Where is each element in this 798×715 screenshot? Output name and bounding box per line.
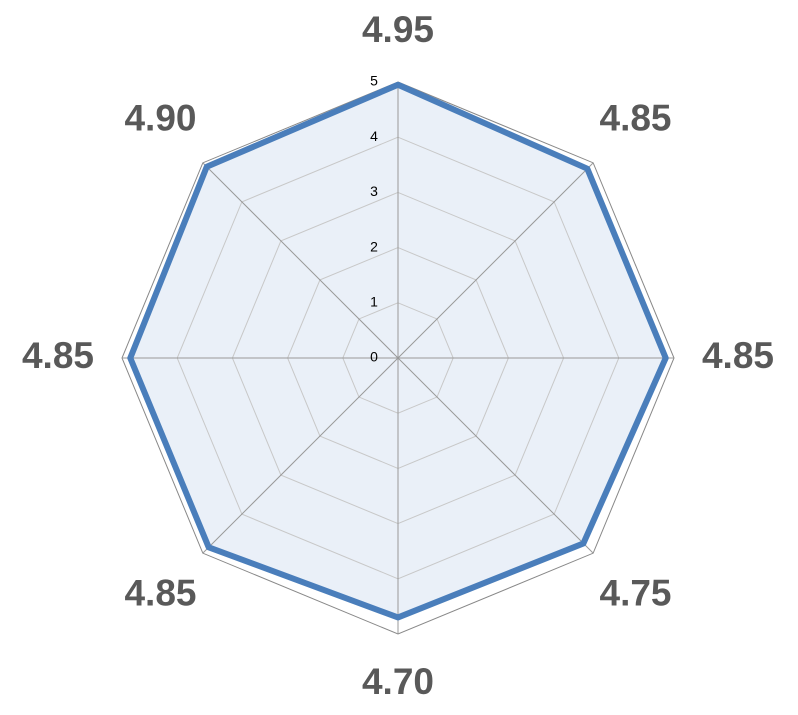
value-label: 4.85 (22, 335, 94, 376)
y-tick-label: 1 (370, 294, 378, 310)
y-tick-label: 4 (370, 128, 378, 144)
value-label: 4.85 (702, 335, 774, 376)
value-label: 4.85 (124, 572, 196, 613)
spoke (202, 357, 399, 554)
spoke (397, 162, 594, 359)
value-label: 4.75 (600, 572, 672, 613)
value-label: 4.70 (362, 661, 434, 702)
value-label: 4.85 (600, 97, 672, 138)
y-tick-label: 3 (370, 183, 378, 199)
value-label: 4.90 (124, 97, 196, 138)
spoke (397, 357, 594, 554)
y-tick-label: 0 (370, 349, 378, 365)
value-label: 4.95 (362, 9, 434, 50)
y-tick-label: 2 (370, 238, 378, 254)
y-tick-label: 5 (370, 73, 378, 89)
series-line (127, 81, 669, 621)
spoke (202, 162, 399, 359)
